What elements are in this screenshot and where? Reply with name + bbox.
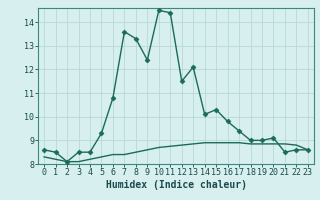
X-axis label: Humidex (Indice chaleur): Humidex (Indice chaleur) [106,180,246,190]
